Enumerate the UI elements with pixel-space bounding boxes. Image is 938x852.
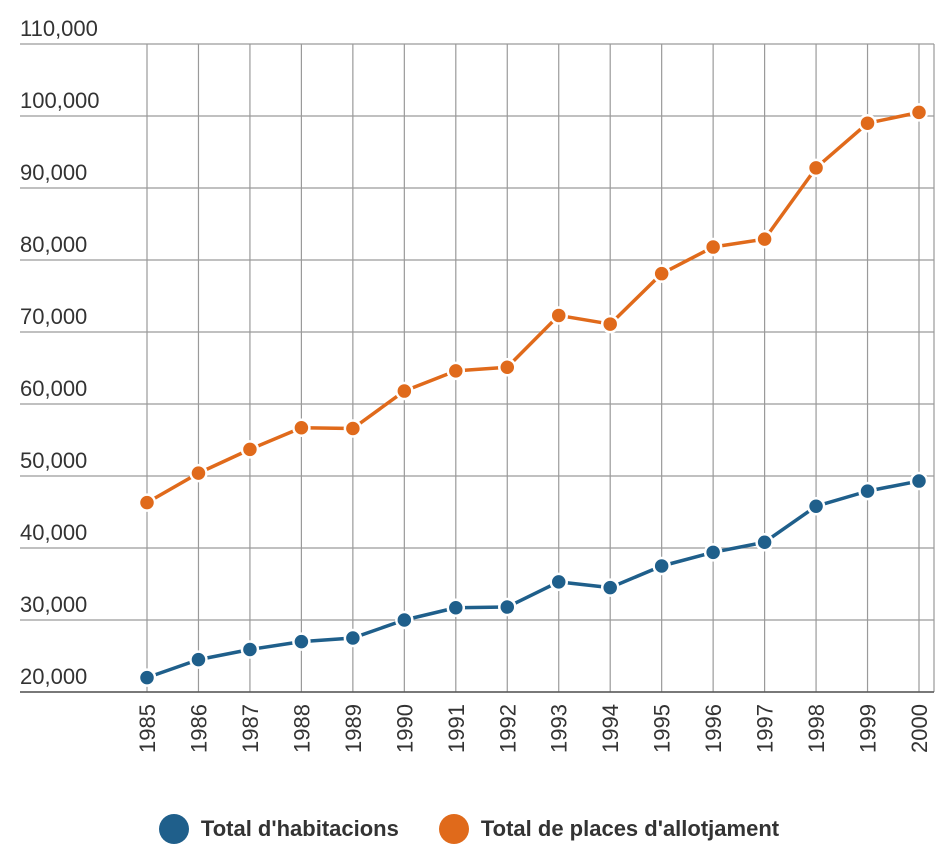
data-point xyxy=(395,610,414,630)
data-point xyxy=(446,361,466,381)
y-tick-label: 110,000 xyxy=(20,16,98,41)
x-tick-label: 1999 xyxy=(856,704,881,753)
legend: Total d'habitacions Total de places d'al… xyxy=(0,814,938,844)
data-point xyxy=(600,314,620,334)
y-tick-label: 70,000 xyxy=(20,304,87,329)
data-point xyxy=(343,628,363,648)
data-point xyxy=(240,640,260,659)
y-axis-ticks: 20,000 30,000 40,000 50,000 60,000 70,000 80,0… xyxy=(20,16,100,689)
y-tick-label: 90,000 xyxy=(20,160,87,185)
y-tick-label: 40,000 xyxy=(20,520,87,545)
data-point xyxy=(498,358,517,377)
x-tick-label: 1987 xyxy=(238,704,263,753)
data-point xyxy=(549,572,568,592)
x-tick-label: 1989 xyxy=(341,704,366,753)
data-point xyxy=(652,264,671,283)
data-point xyxy=(703,237,723,257)
legend-label-habitacions: Total d'habitacions xyxy=(200,816,399,841)
legend-swatch-habitacions xyxy=(158,814,189,844)
data-point xyxy=(240,440,260,459)
x-tick-label: 1994 xyxy=(598,704,623,753)
data-point xyxy=(189,463,208,483)
data-point xyxy=(806,158,826,178)
data-point xyxy=(343,419,363,438)
data-point xyxy=(498,597,517,617)
y-tick-label: 20,000 xyxy=(20,664,87,689)
data-point xyxy=(446,598,466,618)
data-point xyxy=(755,532,774,552)
data-point xyxy=(755,229,774,249)
data-point xyxy=(909,471,929,491)
x-tick-label: 1990 xyxy=(392,704,417,753)
data-point xyxy=(189,650,208,669)
x-tick-label: 2000 xyxy=(907,704,932,753)
series-line xyxy=(146,479,920,680)
y-tick-label: 80,000 xyxy=(20,232,87,257)
series-line xyxy=(146,110,920,505)
x-tick-label: 1993 xyxy=(547,704,572,753)
x-tick-label: 1988 xyxy=(289,704,314,753)
legend-item-habitacions: Total d'habitacions xyxy=(158,814,399,844)
data-point xyxy=(909,103,929,122)
data-point xyxy=(806,496,826,516)
x-tick-label: 1996 xyxy=(701,704,726,753)
x-tick-label: 1985 xyxy=(135,704,160,753)
x-tick-label: 1998 xyxy=(804,704,829,753)
data-point xyxy=(137,493,157,512)
data-point xyxy=(858,481,877,501)
legend-label-places: Total de places d'allotjament xyxy=(480,816,780,841)
data-point xyxy=(858,113,877,133)
y-tick-label: 100,000 xyxy=(20,88,100,113)
data-point xyxy=(292,418,311,438)
y-tick-label: 50,000 xyxy=(20,448,87,473)
x-tick-label: 1992 xyxy=(495,704,520,753)
y-tick-label: 30,000 xyxy=(20,592,87,617)
data-point xyxy=(703,543,723,562)
data-point xyxy=(652,556,671,576)
x-tick-label: 1986 xyxy=(186,704,211,753)
x-tick-label: 1991 xyxy=(444,704,469,753)
line-chart-plot: 20,000 30,000 40,000 50,000 60,000 70,000 80,0… xyxy=(20,16,935,753)
data-point xyxy=(137,668,157,687)
legend-swatch-places xyxy=(438,814,469,844)
x-tick-label: 1995 xyxy=(650,704,675,753)
x-tick-label: 1997 xyxy=(753,704,778,753)
legend-item-places: Total de places d'allotjament xyxy=(438,814,780,844)
data-point xyxy=(292,632,311,651)
data-point xyxy=(549,306,568,325)
data-point xyxy=(395,381,414,401)
y-tick-label: 60,000 xyxy=(20,376,87,401)
data-point xyxy=(600,578,620,597)
series-lines xyxy=(137,103,929,687)
x-axis-ticks: 1985 1986 1987 1988 1989 1990 1991 1992 1993 1994… xyxy=(135,704,932,753)
